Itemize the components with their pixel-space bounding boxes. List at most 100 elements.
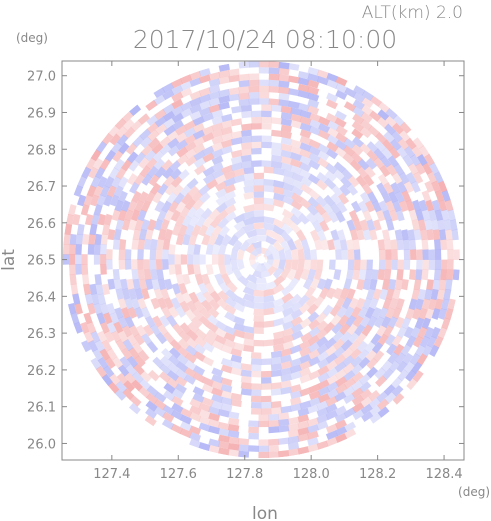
echo-cell: [253, 339, 264, 347]
echo-cell: [183, 374, 196, 385]
echo-cell: [390, 138, 402, 151]
echo-cell: [359, 315, 371, 328]
echo-cell: [451, 229, 459, 241]
echo-cell: [230, 259, 238, 271]
echo-cell: [253, 203, 265, 211]
echo-cell: [280, 149, 293, 159]
echo-cell: [100, 233, 109, 245]
echo-cell: [128, 219, 137, 231]
echo-cell: [253, 308, 264, 316]
echo-cell: [223, 332, 236, 342]
echo-cell: [92, 348, 104, 361]
echo-cell: [273, 275, 286, 287]
echo-cell: [175, 292, 185, 304]
echo-cell: [307, 269, 317, 281]
echo-cell: [424, 219, 433, 231]
echo-cell: [228, 411, 240, 420]
echo-cell: [80, 204, 90, 216]
echo-cell: [224, 264, 234, 276]
echo-cell: [145, 191, 156, 204]
echo-cell: [270, 382, 282, 390]
echo-cell: [389, 209, 399, 222]
echo-cell: [193, 351, 206, 362]
echo-cell: [188, 234, 198, 246]
echo-cell: [265, 229, 277, 239]
echo-cell: [416, 259, 423, 271]
echo-cell: [153, 219, 163, 231]
echo-cell: [187, 244, 195, 255]
echo-cell: [375, 132, 388, 144]
echo-cell: [171, 112, 184, 124]
echo-cell: [420, 229, 428, 241]
echo-cell: [318, 393, 330, 403]
echo-cell: [202, 356, 215, 367]
echo-cell: [227, 234, 239, 247]
echo-cell: [335, 383, 348, 395]
echo-cell: [304, 286, 316, 299]
echo-cell: [188, 215, 199, 228]
echo-cell: [146, 122, 159, 134]
echo-cell: [150, 297, 161, 310]
echo-cell: [221, 132, 233, 142]
echo-cell: [261, 270, 271, 279]
echo-cell: [212, 243, 221, 255]
echo-cell: [452, 269, 460, 281]
echo-cell: [115, 126, 128, 138]
echo-cell: [271, 160, 283, 169]
echo-cell: [390, 376, 403, 389]
echo-cell: [416, 249, 423, 260]
echo-cell: [282, 208, 294, 220]
echo-cell: [199, 192, 211, 204]
echo-cell: [233, 302, 246, 313]
echo-cell: [363, 174, 375, 187]
echo-cell: [316, 414, 329, 424]
echo-cell: [355, 297, 366, 310]
echo-cell: [324, 178, 337, 190]
echo-cell: [443, 219, 452, 231]
echo-cell: [242, 299, 255, 309]
echo-cell: [314, 203, 327, 216]
echo-cell: [130, 297, 140, 310]
echo-cell: [300, 332, 313, 343]
echo-cell: [366, 149, 379, 162]
echo-cell: [251, 123, 262, 130]
echo-cell: [158, 371, 171, 383]
echo-cell: [338, 314, 350, 327]
echo-cell: [180, 101, 193, 112]
echo-cell: [307, 430, 319, 440]
echo-cell: [236, 248, 245, 260]
echo-cell: [160, 288, 170, 300]
echo-cell: [422, 162, 433, 175]
echo-cell: [150, 238, 158, 250]
echo-cell: [83, 283, 91, 295]
echo-cell: [366, 357, 378, 370]
echo-cell: [287, 448, 300, 457]
echo-cell: [410, 326, 421, 339]
echo-cell: [371, 200, 382, 213]
echo-cell: [441, 317, 451, 330]
y-axis: 26.026.126.226.326.426.526.626.726.826.9…: [27, 70, 464, 452]
echo-cell: [153, 158, 165, 171]
echo-cell: [93, 185, 104, 198]
echo-cell: [392, 288, 401, 301]
echo-cell: [231, 105, 243, 114]
echo-cell: [445, 229, 453, 241]
echo-cell: [148, 174, 160, 187]
echo-cell: [171, 402, 184, 414]
echo-cell: [187, 321, 200, 334]
echo-cell: [242, 223, 255, 233]
echo-cell: [218, 447, 230, 456]
echo-cell: [162, 82, 175, 93]
echo-cell: [342, 386, 355, 397]
echo-cell: [203, 173, 215, 185]
echo-cell: [106, 303, 116, 315]
echo-cell: [307, 86, 320, 96]
echo-cell: [123, 126, 136, 139]
echo-cell: [189, 425, 202, 435]
echo-cell: [299, 367, 312, 377]
echo-cell: [147, 219, 157, 231]
echo-cell: [150, 269, 158, 281]
echo-cell: [178, 330, 191, 343]
echo-cell: [185, 337, 198, 349]
